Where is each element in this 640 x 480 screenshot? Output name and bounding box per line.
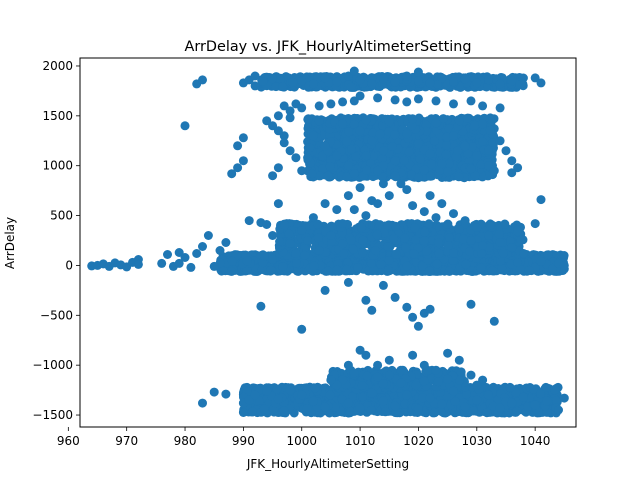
data-point — [461, 259, 471, 269]
data-point — [332, 265, 342, 275]
data-point — [325, 161, 335, 171]
data-point — [391, 221, 401, 231]
data-point — [357, 222, 367, 232]
data-point — [390, 130, 400, 140]
data-point — [458, 234, 468, 244]
data-point — [362, 165, 372, 175]
data-point — [420, 227, 430, 237]
data-point — [498, 248, 508, 258]
data-point — [358, 248, 368, 258]
data-point — [494, 229, 504, 239]
data-point — [500, 219, 510, 229]
data-point — [303, 114, 313, 124]
scatter-points — [87, 66, 569, 418]
data-point — [449, 248, 458, 258]
data-point — [415, 154, 425, 164]
data-point — [348, 244, 358, 254]
data-point — [227, 266, 236, 276]
data-point — [470, 120, 480, 130]
data-point — [347, 144, 356, 154]
data-point — [433, 238, 443, 248]
data-point — [454, 172, 464, 182]
data-point — [485, 125, 495, 135]
chart-title: ArrDelay vs. JFK_HourlyAltimeterSetting — [184, 39, 471, 55]
data-point — [242, 256, 252, 266]
data-point — [300, 250, 310, 260]
data-point — [391, 249, 401, 259]
data-point — [375, 129, 385, 139]
data-point — [487, 266, 497, 276]
data-point — [419, 236, 429, 246]
data-point — [305, 143, 315, 153]
data-point — [389, 233, 399, 243]
data-point — [443, 241, 453, 251]
data-point — [371, 246, 381, 256]
data-point — [342, 136, 352, 146]
data-point — [266, 265, 276, 275]
data-point — [344, 127, 354, 137]
data-point — [427, 159, 436, 169]
data-point — [353, 263, 363, 272]
data-point — [383, 265, 393, 275]
data-point — [400, 233, 410, 243]
data-point — [401, 243, 411, 253]
data-point — [441, 150, 451, 160]
data-point — [342, 264, 352, 274]
data-point — [485, 221, 495, 230]
data-point — [462, 113, 472, 123]
data-point — [339, 249, 349, 259]
data-point — [292, 258, 301, 268]
data-point — [387, 142, 397, 151]
data-point — [453, 146, 463, 156]
data-point — [476, 263, 486, 273]
data-point — [445, 233, 454, 242]
data-point — [361, 151, 371, 161]
data-point — [426, 171, 435, 181]
data-point — [372, 230, 382, 240]
data-point — [434, 248, 444, 258]
data-point — [338, 239, 348, 249]
data-point — [399, 155, 409, 165]
data-point — [404, 147, 414, 157]
data-point — [259, 251, 269, 261]
data-point — [315, 171, 325, 181]
data-point — [442, 140, 451, 150]
data-point — [313, 233, 323, 243]
data-point — [478, 137, 488, 146]
data-point — [307, 169, 317, 179]
data-point — [410, 223, 420, 233]
data-point — [383, 242, 393, 251]
data-point — [516, 235, 526, 245]
data-point — [309, 261, 319, 271]
data-point — [227, 256, 237, 266]
data-point — [425, 266, 434, 276]
data-point — [409, 249, 419, 259]
data-point — [484, 145, 493, 155]
data-point — [430, 136, 439, 146]
data-point — [402, 261, 412, 271]
data-point — [326, 221, 336, 231]
data-point — [358, 235, 368, 245]
data-point — [323, 171, 333, 181]
data-point — [346, 235, 356, 245]
data-point — [268, 254, 277, 264]
data-point — [384, 256, 394, 265]
data-point — [444, 266, 454, 276]
data-point — [284, 229, 294, 239]
data-point — [278, 262, 288, 271]
data-point — [323, 266, 333, 276]
data-point — [422, 246, 432, 256]
data-point — [275, 237, 285, 246]
data-point — [376, 259, 386, 269]
data-point — [513, 226, 523, 236]
data-point — [366, 259, 376, 268]
